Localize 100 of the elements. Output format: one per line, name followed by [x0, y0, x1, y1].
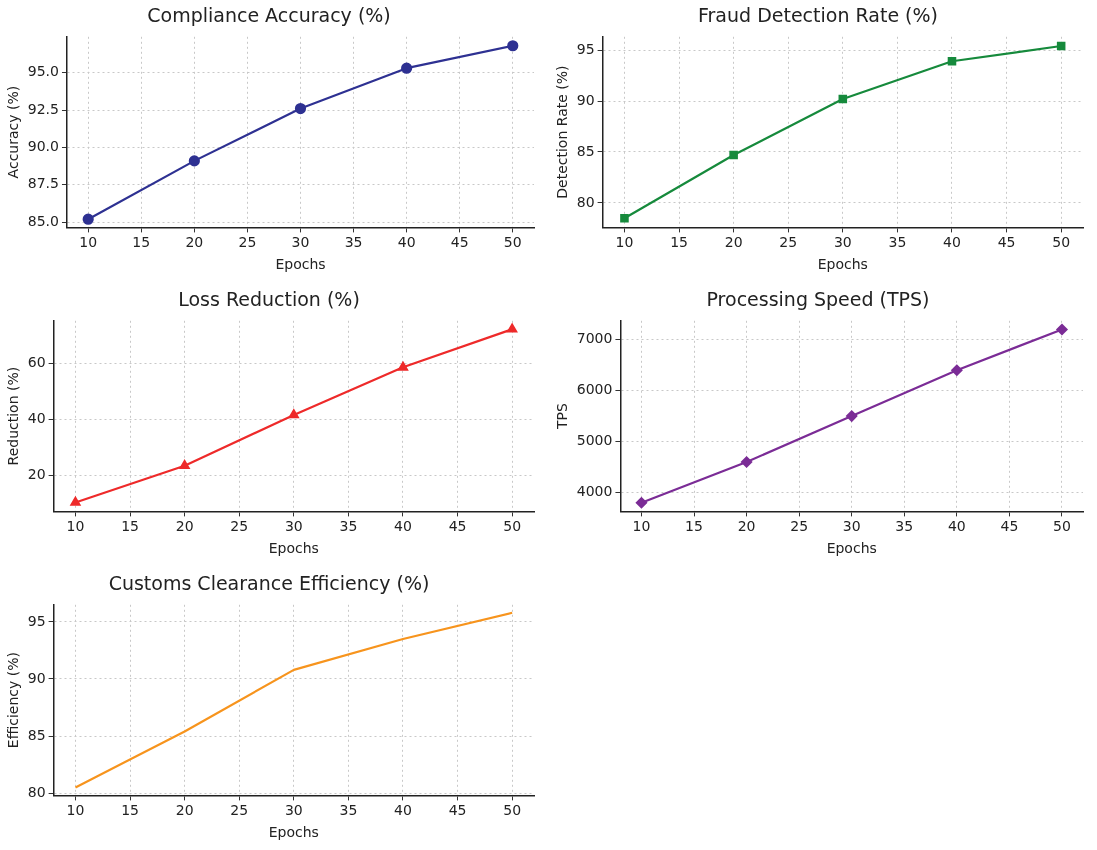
x-tick-label: 45 — [997, 234, 1016, 251]
point — [188, 155, 200, 167]
y-tick-label: 6000 — [576, 381, 613, 398]
point — [397, 361, 408, 371]
x-tick-label: 50 — [503, 518, 522, 535]
y-tick-label: 40 — [27, 409, 46, 426]
point — [729, 150, 738, 160]
point — [846, 410, 858, 422]
x-axis-title: Epochs — [268, 824, 319, 841]
y-tick-label: 80 — [27, 783, 46, 800]
x-tick-label: 45 — [448, 802, 467, 819]
point — [1056, 323, 1068, 336]
x-tick-label: 20 — [175, 802, 194, 819]
y-tick-label: 5000 — [576, 432, 613, 449]
y-axis-title: Efficiency (%) — [5, 652, 22, 749]
x-tick-label: 15 — [670, 234, 688, 251]
point — [947, 56, 957, 66]
y-tick-label: 85 — [27, 726, 46, 743]
x-tick-label: 10 — [632, 518, 651, 535]
x-tick-label: 35 — [895, 518, 914, 535]
x-tick-label: 15 — [121, 802, 139, 819]
x-tick-label: 30 — [284, 802, 303, 819]
point — [179, 460, 190, 470]
x-axis-title: Epochs — [275, 256, 326, 273]
y-tick-label: 90 — [27, 669, 46, 686]
x-tick-label: 30 — [291, 234, 310, 251]
y-axis-title: Accuracy (%) — [5, 85, 22, 179]
x-tick-label: 15 — [685, 518, 703, 535]
x-tick-label: 40 — [943, 234, 961, 251]
chart-title: Customs Clearance Efficiency (%) — [108, 572, 430, 595]
point — [82, 213, 94, 225]
y-tick-label: 95 — [27, 612, 46, 629]
y-tick-label: 60 — [27, 353, 46, 370]
x-tick-label: 35 — [888, 234, 907, 251]
x-tick-label: 45 — [1000, 518, 1019, 535]
x-tick-label: 35 — [339, 802, 358, 819]
point — [70, 496, 81, 506]
y-axis-title: TPS — [554, 403, 571, 431]
x-tick-label: 50 — [503, 802, 522, 819]
x-tick-label: 20 — [737, 518, 756, 535]
x-tick-label: 35 — [339, 518, 358, 535]
point — [401, 62, 413, 74]
x-tick-label: 20 — [724, 234, 743, 251]
x-tick-label: 45 — [448, 518, 467, 535]
x-axis-title: Epochs — [826, 540, 877, 557]
y-tick-label: 90 — [576, 91, 595, 108]
point — [507, 323, 518, 333]
x-tick-label: 40 — [394, 802, 412, 819]
y-tick-label: 87.5 — [27, 175, 59, 192]
x-tick-label: 30 — [284, 518, 303, 535]
x-tick-label: 25 — [238, 234, 257, 251]
y-tick-label: 85 — [576, 142, 595, 159]
x-tick-label: 50 — [503, 234, 522, 251]
y-tick-label: 85.0 — [27, 212, 59, 229]
x-tick-label: 25 — [779, 234, 798, 251]
y-axis-title: Reduction (%) — [5, 366, 22, 466]
x-tick-label: 50 — [1052, 234, 1071, 251]
x-tick-label: 25 — [790, 518, 809, 535]
x-axis-title: Epochs — [817, 256, 868, 273]
x-tick-label: 45 — [450, 234, 469, 251]
x-tick-label: 35 — [344, 234, 363, 251]
x-tick-label: 40 — [947, 518, 966, 535]
point — [288, 409, 299, 419]
x-tick-label: 20 — [185, 234, 204, 251]
point — [620, 213, 629, 223]
x-tick-label: 40 — [394, 518, 412, 535]
x-tick-label: 30 — [842, 518, 861, 535]
point — [951, 364, 963, 376]
x-tick-label: 25 — [230, 518, 249, 535]
y-tick-label: 4000 — [576, 483, 613, 500]
y-tick-label: 80 — [576, 193, 595, 210]
y-tick-label: 95 — [576, 40, 595, 57]
x-tick-label: 15 — [132, 234, 151, 251]
chart-title: Loss Reduction (%) — [178, 288, 360, 311]
x-tick-label: 10 — [66, 802, 85, 819]
y-tick-label: 90.0 — [27, 138, 59, 155]
x-tick-label: 10 — [615, 234, 634, 251]
y-tick-label: 7000 — [576, 330, 613, 347]
x-tick-label: 20 — [175, 518, 194, 535]
x-tick-label: 10 — [79, 234, 98, 251]
point — [507, 40, 519, 52]
x-axis-title: Epochs — [268, 540, 319, 557]
x-tick-label: 15 — [121, 518, 139, 535]
x-tick-label: 50 — [1053, 518, 1071, 535]
y-tick-label: 92.5 — [27, 100, 59, 117]
chart-title: Fraud Detection Rate (%) — [698, 4, 938, 27]
point — [740, 456, 753, 468]
point — [838, 94, 848, 104]
x-tick-label: 30 — [833, 234, 852, 251]
chart-title: Processing Speed (TPS) — [706, 288, 930, 311]
point — [294, 102, 307, 115]
y-tick-label: 95.0 — [27, 63, 59, 80]
chart-title: Compliance Accuracy (%) — [147, 4, 391, 27]
x-tick-label: 40 — [397, 234, 416, 251]
point — [635, 497, 648, 509]
x-tick-label: 25 — [230, 802, 249, 819]
point — [1056, 41, 1066, 51]
y-axis-title: Detection Rate (%) — [554, 65, 571, 199]
y-tick-label: 20 — [27, 465, 46, 482]
x-tick-label: 10 — [66, 518, 85, 535]
